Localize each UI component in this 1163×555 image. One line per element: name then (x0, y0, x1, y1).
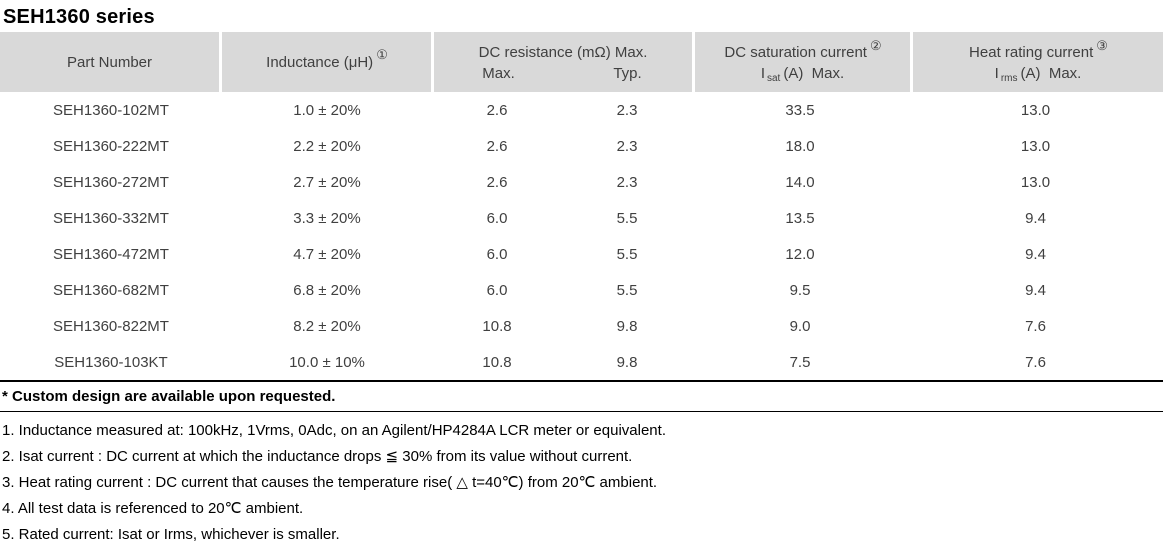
footnotes-list: 1. Inductance measured at: 100kHz, 1Vrms… (0, 412, 1163, 548)
table-cell-inductance: 3.3 ± 20% (293, 209, 361, 227)
table-cell-res_typ: 9.8 (616, 353, 638, 371)
isat-symbol: I (760, 65, 765, 82)
table-cell-irms: 7.6 (1025, 353, 1046, 371)
table-cell-res_typ: 5.5 (616, 209, 638, 227)
table-cell-part: SEH1360-102MT (53, 101, 169, 119)
footnote-1: 1. Inductance measured at: 100kHz, 1Vrms… (2, 422, 666, 439)
table-cell-res_max: 10.8 (482, 317, 512, 335)
footnote-mark-3: ③ (1096, 38, 1108, 53)
col-header-dc-resistance-subrow: Max. Typ. (434, 65, 692, 82)
footnote-2: 2. Isat current : DC current at which th… (2, 448, 633, 465)
col-header-heat-rating-line1: Heat rating current ③ (969, 38, 1108, 61)
table-row: SEH1360-103KT 10.0 ± 10% 10.8 9.8 7.5 7.6 (0, 344, 1163, 380)
isat-subscript: sat (766, 73, 781, 84)
table-cell-res_typ: 5.5 (616, 245, 638, 263)
custom-design-note: * Custom design are available upon reque… (0, 382, 1163, 412)
col-header-dc-saturation-line1: DC saturation current ② (724, 38, 881, 61)
col-header-dc-resistance: DC resistance (mΩ) Max. Max. Typ. (434, 32, 692, 92)
irms-subscript: rms (1000, 73, 1018, 84)
table-cell-isat: 18.0 (785, 137, 815, 155)
footnote-5: 5. Rated current: Isat or Irms, whicheve… (2, 526, 340, 543)
table-cell-isat: 33.5 (785, 101, 815, 119)
table-cell-res_max: 2.6 (486, 173, 508, 191)
col-header-part-number-label: Part Number (66, 53, 153, 71)
table-row: SEH1360-822MT 8.2 ± 20% 10.8 9.8 9.0 7.6 (0, 308, 1163, 344)
table-cell-res_typ: 2.3 (616, 101, 638, 119)
table-cell-inductance: 10.0 ± 10% (289, 353, 365, 371)
table-cell-irms: 9.4 (1025, 209, 1046, 227)
table-cell-res_max: 6.0 (486, 281, 508, 299)
isat-unit: (A) Max. (783, 65, 845, 82)
table-cell-part: SEH1360-822MT (53, 317, 169, 335)
table-cell-inductance: 2.7 ± 20% (293, 173, 361, 191)
footnote-4: 4. All test data is referenced to 20℃ am… (2, 500, 304, 517)
table-row: SEH1360-222MT 2.2 ± 20% 2.6 2.3 18.0 13.0 (0, 128, 1163, 164)
col-header-dc-resistance-label: DC resistance (mΩ) Max. (478, 44, 648, 61)
subcol-header-max: Max. (482, 65, 515, 82)
table-cell-res_max: 10.8 (482, 353, 512, 371)
table-cell-isat: 13.5 (785, 209, 815, 227)
table-row: SEH1360-332MT 3.3 ± 20% 6.0 5.5 13.5 9.4 (0, 200, 1163, 236)
table-cell-isat: 9.5 (789, 281, 811, 299)
table-body: SEH1360-102MT 1.0 ± 20% 2.6 2.3 33.5 13.0 SEH1… (0, 92, 1163, 382)
table-cell-part: SEH1360-682MT (53, 281, 169, 299)
table-cell-res_max: 2.6 (486, 101, 508, 119)
table-cell-irms: 13.0 (1020, 137, 1051, 155)
col-header-inductance: Inductance (μH) ① (222, 32, 431, 92)
table-cell-irms: 9.4 (1025, 281, 1046, 299)
table-cell-irms: 9.4 (1025, 245, 1046, 263)
irms-symbol: I (994, 65, 999, 82)
table-cell-inductance: 8.2 ± 20% (293, 317, 361, 335)
table-cell-res_typ: 2.3 (616, 173, 638, 191)
footnote-3: 3. Heat rating current : DC current that… (2, 474, 658, 491)
table-cell-irms: 13.0 (1020, 101, 1051, 119)
col-header-inductance-label: Inductance (μH) (266, 53, 374, 71)
table-cell-isat: 7.5 (789, 353, 811, 371)
table-cell-part: SEH1360-272MT (53, 173, 169, 191)
table-cell-inductance: 4.7 ± 20% (293, 245, 361, 263)
spec-table: Part Number Inductance (μH) ① DC resistan… (0, 32, 1163, 382)
table-cell-part: SEH1360-472MT (53, 245, 169, 263)
table-row: SEH1360-682MT 6.8 ± 20% 6.0 5.5 9.5 9.4 (0, 272, 1163, 308)
table-cell-part: SEH1360-222MT (53, 137, 169, 155)
table-cell-irms: 13.0 (1020, 173, 1051, 191)
table-cell-part: SEH1360-332MT (53, 209, 169, 227)
page-title: SEH1360 series (3, 6, 155, 28)
table-cell-irms: 7.6 (1025, 317, 1046, 335)
col-header-dc-saturation-label: DC saturation current (724, 44, 867, 61)
footnote-mark-1: ① (376, 47, 388, 62)
table-cell-res_max: 2.6 (486, 137, 508, 155)
table-cell-part: SEH1360-103KT (54, 353, 168, 371)
table-cell-inductance: 2.2 ± 20% (293, 137, 361, 155)
table-cell-isat: 9.0 (789, 317, 811, 335)
table-cell-inductance: 1.0 ± 20% (293, 101, 361, 119)
footnote-mark-2: ② (869, 38, 882, 53)
subcol-header-typ: Typ. (613, 65, 642, 82)
table-cell-isat: 12.0 (785, 245, 815, 263)
table-cell-inductance: 6.8 ± 20% (293, 281, 361, 299)
table-header-row: Part Number Inductance (μH) ① DC resistan… (0, 32, 1163, 92)
col-header-part-number: Part Number (0, 32, 219, 92)
table-cell-res_max: 6.0 (486, 209, 508, 227)
irms-unit: (A) Max. (1020, 65, 1082, 82)
table-row: SEH1360-102MT 1.0 ± 20% 2.6 2.3 33.5 13.0 (0, 92, 1163, 128)
table-row: SEH1360-272MT 2.7 ± 20% 2.6 2.3 14.0 13.0 (0, 164, 1163, 200)
table-cell-res_typ: 5.5 (616, 281, 638, 299)
table-cell-isat: 14.0 (785, 173, 815, 191)
col-header-heat-rating-label: Heat rating current (969, 44, 1094, 61)
table-cell-res_max: 6.0 (486, 245, 508, 263)
table-cell-res_typ: 2.3 (616, 137, 638, 155)
table-cell-res_typ: 9.8 (616, 317, 638, 335)
table-row: SEH1360-472MT 4.7 ± 20% 6.0 5.5 12.0 9.4 (0, 236, 1163, 272)
